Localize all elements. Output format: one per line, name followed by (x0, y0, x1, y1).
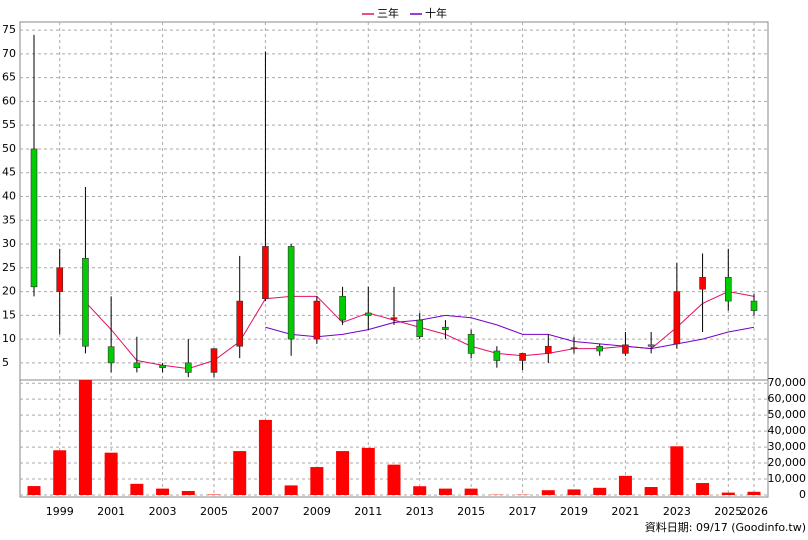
x-tick-label: 2015 (457, 505, 485, 518)
x-tick-label: 2003 (149, 505, 177, 518)
y-tick-label: 35 (2, 213, 16, 226)
y-tick-label: 50 (2, 142, 16, 155)
candle-body (107, 346, 115, 364)
candle-body (596, 345, 604, 352)
volume-bar (670, 446, 684, 495)
candle-body (133, 362, 141, 368)
x-tick-label: 2011 (354, 505, 382, 518)
y2-tick-label: 60,000 (768, 392, 807, 405)
candle-body (339, 296, 346, 321)
volume-bar (233, 451, 247, 495)
x-tick-label: 2025 (714, 505, 742, 518)
candle-body (570, 347, 578, 349)
legend-label: 十年 (425, 6, 447, 20)
x-tick-label: 2001 (97, 505, 125, 518)
y-tick-label: 25 (2, 261, 16, 274)
x-tick-label: 2026 (740, 505, 768, 518)
y-tick-label: 60 (2, 94, 16, 107)
candle-body (236, 300, 244, 347)
candle-body (724, 277, 732, 302)
y-tick-label: 10 (2, 332, 16, 345)
candle-body (56, 267, 64, 292)
x-tick-label: 2013 (406, 505, 434, 518)
y2-tick-label: 70,000 (768, 376, 807, 389)
y-tick-label: 65 (2, 71, 16, 84)
candle-body (467, 334, 475, 354)
y-tick-label: 75 (2, 23, 16, 36)
volume-bar (27, 486, 41, 495)
y2-tick-label: 30,000 (768, 440, 807, 453)
candle-body (313, 300, 321, 340)
y-tick-label: 45 (2, 166, 16, 179)
candle-body (493, 350, 501, 361)
volume-bar (284, 485, 298, 495)
candle-body (442, 326, 449, 330)
volume-bar (78, 380, 92, 495)
candle-body (184, 362, 192, 373)
y-tick-label: 70 (2, 47, 16, 60)
y2-tick-label: 20,000 (768, 456, 807, 469)
y-tick-label: 30 (2, 237, 16, 250)
volume-bar (567, 489, 581, 495)
x-tick-label: 2007 (251, 505, 279, 518)
candle-body (519, 353, 526, 361)
volume-bar (541, 490, 555, 495)
candle-body (364, 312, 372, 316)
volume-bar (258, 419, 272, 495)
y-tick-label: 20 (2, 285, 16, 298)
y-tick-label: 40 (2, 189, 16, 202)
volume-bar (387, 464, 401, 495)
candle-body (159, 364, 166, 368)
candle-body (416, 319, 424, 338)
x-tick-label: 2023 (663, 505, 691, 518)
y-tick-label: 5 (2, 356, 9, 369)
candle-body (82, 257, 89, 347)
x-tick-label: 2021 (611, 505, 639, 518)
x-tick-label: 2017 (509, 505, 537, 518)
candle-body (699, 277, 706, 290)
y2-tick-label: 40,000 (768, 424, 807, 437)
volume-bar (696, 483, 710, 495)
volume-bar (644, 487, 658, 495)
volume-bar (104, 452, 118, 495)
volume-bar (181, 491, 195, 495)
x-tick-label: 2005 (200, 505, 228, 518)
candle-body (750, 300, 758, 311)
candle-body (287, 246, 295, 340)
volume-bar (464, 488, 478, 495)
candle-body (673, 291, 681, 345)
y-tick-label: 55 (2, 118, 16, 131)
candle-body (390, 317, 398, 320)
y2-tick-label: 50,000 (768, 408, 807, 421)
volume-bar (413, 486, 427, 495)
candle-body (622, 344, 629, 354)
candle-body (30, 148, 38, 288)
volume-bar (593, 487, 607, 495)
volume-bar (361, 447, 375, 495)
x-tick-label: 1999 (46, 505, 74, 518)
volume-bar (618, 475, 632, 495)
volume-bar (310, 467, 324, 495)
footer: 資料日期: 09/17 (Goodinfo.tw) (645, 520, 806, 534)
candle-body (647, 344, 655, 347)
volume-bar (747, 491, 761, 495)
candle-body (544, 345, 552, 354)
y2-tick-label: 0 (799, 488, 806, 501)
volume-bar (438, 488, 452, 495)
candle-body (262, 246, 269, 300)
plot-frame (19, 21, 769, 498)
volume-bar (156, 488, 170, 495)
volume-bar (336, 451, 350, 495)
volume-bar (130, 483, 144, 495)
volume-bar (721, 492, 735, 495)
ma-line (265, 314, 755, 350)
x-tick-label: 2009 (303, 505, 331, 518)
y2-tick-label: 10,000 (768, 472, 807, 485)
candle-body (210, 348, 218, 373)
y-tick-label: 15 (2, 308, 16, 321)
legend-label: 三年 (377, 6, 399, 20)
volume-bar (53, 450, 67, 495)
x-tick-label: 2019 (560, 505, 588, 518)
